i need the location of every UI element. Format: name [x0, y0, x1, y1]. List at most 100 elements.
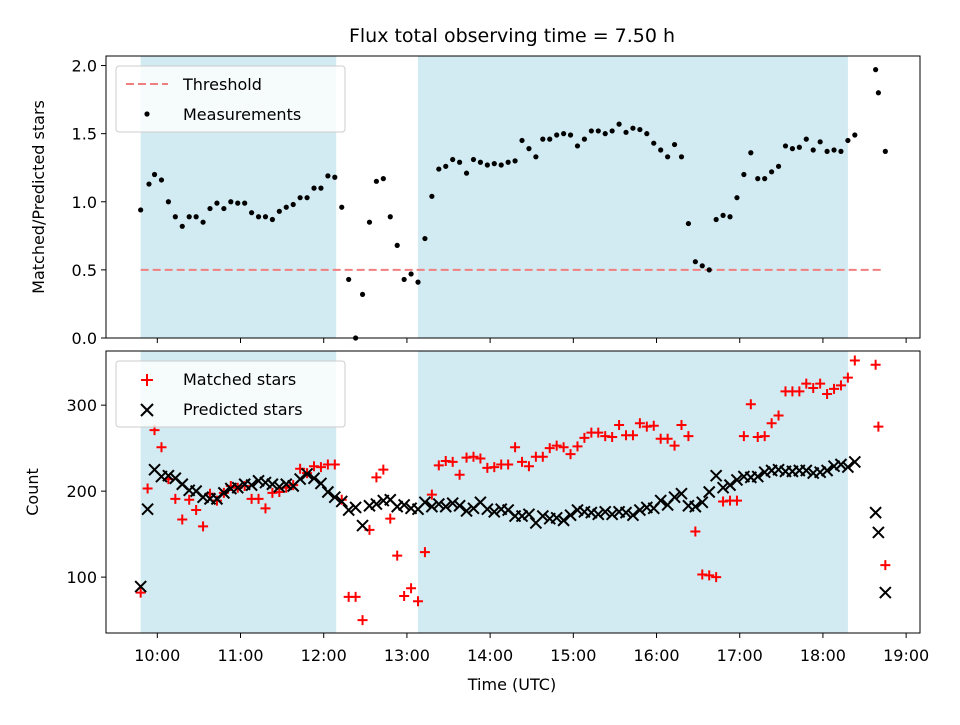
predicted-star-point [879, 586, 892, 599]
threshold-legend-label: Threshold [182, 75, 262, 94]
matched-star-point [544, 443, 555, 454]
measurement-point [658, 147, 664, 153]
matched-star-point [815, 378, 826, 389]
bottom-legend: Matched stars Predicted stars [115, 360, 346, 428]
predicted-star-point [820, 464, 834, 477]
measurement-point [242, 200, 248, 206]
measurements-legend-label: Measurements [183, 105, 301, 124]
measurement-point [228, 199, 234, 205]
measurement-point [484, 162, 490, 168]
y-tick-label: 1.5 [72, 125, 97, 144]
predicted-star-point [293, 472, 307, 486]
matched-star-point [191, 505, 202, 516]
bottom-y-axis-label: Count [23, 468, 42, 516]
predicted-star-point [425, 500, 439, 513]
measurement-point [817, 139, 823, 145]
bottom-plot-frame [105, 350, 921, 634]
measurement-point [138, 207, 144, 213]
measurement-point [373, 178, 380, 184]
measurement-point [380, 176, 386, 182]
measurement-point [803, 136, 809, 142]
matched-star-point [738, 431, 749, 442]
matched-star-point [607, 431, 618, 442]
predicted-star-point [162, 469, 175, 482]
measurement-point [366, 219, 373, 225]
matched-star-point [731, 495, 742, 506]
matched-star-point [766, 418, 777, 429]
measurement-point [200, 219, 206, 225]
measurement-point [401, 276, 407, 283]
matched-star-point [489, 462, 500, 473]
measurement-point [540, 136, 546, 142]
predicted-star-point [536, 509, 550, 523]
predicted-star-point [605, 508, 619, 521]
matched-star-point [808, 382, 819, 393]
measurement-point [554, 132, 560, 138]
measurement-point [179, 223, 185, 229]
top-x-ticks [156, 338, 907, 343]
measurement-point [359, 291, 366, 298]
matched-star-point [829, 383, 840, 394]
matched-star-point [880, 560, 891, 571]
measurement-point [165, 199, 172, 205]
measurement-point [630, 125, 636, 131]
measurement-point [325, 173, 331, 179]
matched-star-point [274, 487, 285, 497]
measurement-point [782, 143, 789, 149]
predicted-star-point [321, 485, 335, 499]
measurement-point [762, 176, 768, 182]
predicted-star-point [668, 490, 681, 504]
measurement-point [588, 128, 594, 134]
measurement-point [450, 156, 456, 163]
matched-star-point [315, 462, 326, 473]
predicted-star-point [446, 496, 459, 510]
x-tick-label: 18:00 [800, 646, 846, 665]
x-tick-label: 14:00 [467, 646, 513, 665]
shaded-interval [418, 56, 848, 338]
predicted-star-point [356, 519, 369, 532]
matched-star-point [392, 550, 403, 561]
measurement-point [463, 170, 470, 176]
predicted-star-point [522, 508, 536, 521]
y-tick-label: 100 [66, 568, 97, 587]
predicted-star-point [418, 496, 432, 509]
matched-star-point [329, 459, 340, 470]
matched-star-point [260, 503, 271, 514]
predicted-star-point [314, 477, 328, 490]
measurement-point [873, 67, 879, 73]
matched-star-point [551, 440, 562, 451]
matched-star-point [350, 591, 361, 602]
predicted-star-point [654, 494, 667, 507]
measurement-point [609, 128, 615, 134]
matched-star-point [801, 378, 812, 389]
predicted-star-point [266, 478, 279, 491]
measurement-point [727, 214, 733, 220]
predicted-star-point [245, 478, 258, 492]
measurement-point [512, 158, 518, 164]
matched-star-point [822, 388, 833, 399]
measurement-point [172, 214, 178, 220]
matched-star-point [517, 456, 528, 467]
matched-star-point [177, 514, 188, 525]
measurement-point [332, 174, 338, 180]
matched-star-point [593, 427, 604, 438]
measurement-point [519, 137, 525, 144]
top-legend-box [115, 65, 346, 133]
x-tick-label: 19:00 [883, 646, 929, 665]
matched-star-point [295, 463, 306, 474]
measurements-legend-swatch [144, 111, 150, 117]
measurement-point [678, 154, 685, 160]
predicted-star-point [675, 487, 688, 500]
measurement-point [845, 137, 851, 144]
predicted-star-point [273, 480, 286, 494]
measurement-point [644, 131, 650, 137]
measurement-point [436, 166, 442, 172]
measurement-point [561, 131, 567, 137]
y-tick-label: 300 [66, 396, 97, 415]
measurement-point [443, 163, 449, 169]
measurement-point [706, 267, 712, 273]
y-tick-label: 0.0 [72, 329, 97, 348]
predicted-stars-points [134, 455, 892, 599]
matched-star-point [794, 386, 805, 397]
